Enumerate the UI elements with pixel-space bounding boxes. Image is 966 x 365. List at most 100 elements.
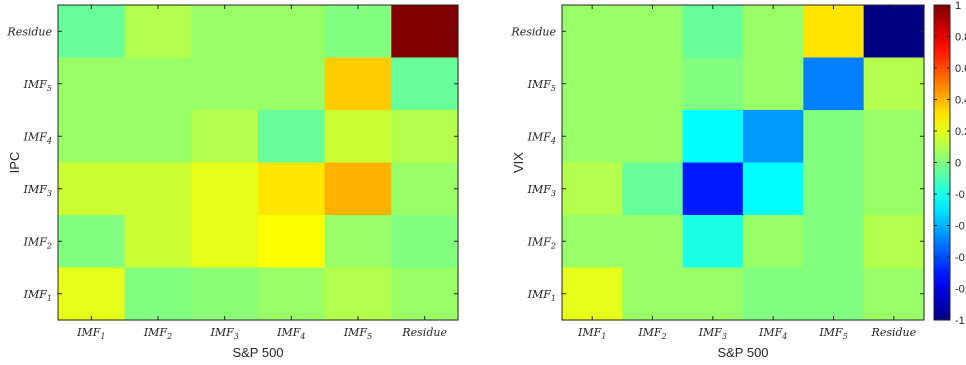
colorbar-tick-label: 1 [955,0,961,12]
colorbar-tick-label: -1 [955,315,965,327]
x-axis-label: S&P 500 [232,345,283,360]
heatmap-cell [324,110,392,164]
heatmap-cell [803,57,865,111]
heatmap-cell [803,162,865,216]
heatmap-cell [562,267,623,321]
heatmap-cell [863,57,925,111]
colorbar-tick-label: 0.4 [955,95,966,107]
heatmap-cell [562,5,623,59]
heatmap-cell [191,110,259,164]
heatmap-cell [863,162,925,216]
heatmap-cell [682,5,744,59]
colorbar-tick-label: -0.4 [955,221,966,233]
heatmap-cell [622,267,684,321]
x-tick-label: Residue [401,326,447,339]
heatmap-cell [58,267,126,321]
x-tick-label: IMF4 [758,326,787,341]
heatmap-cell [562,110,623,164]
heatmap-cell [391,110,459,164]
heatmap-cell [803,267,865,321]
heatmap-cell [324,267,392,321]
y-axis-label: IPC [7,152,22,174]
heatmap-cell [863,267,925,321]
y-tick-label: IMF1 [527,288,556,303]
heatmap-cell [622,110,684,164]
heatmap-cell [324,5,392,59]
heatmap-cell [682,57,744,111]
heatmap-cell [258,5,326,59]
heatmap-cell [391,215,459,269]
x-tick-label: IMF5 [818,326,847,341]
heatmap-cell [803,215,865,269]
heatmap-cell [124,57,192,111]
colorbar-tick-label: 0 [955,158,961,170]
x-tick-label: IMF1 [577,326,606,341]
heatmap-cell [622,162,684,216]
heatmap-cell [124,162,192,216]
heatmap-cell [258,57,326,111]
y-tick-label: IMF4 [527,130,556,145]
heatmap-cell [58,5,126,59]
y-tick-label: IMF5 [527,78,556,93]
heatmap-cell [863,215,925,269]
heatmap-cell [391,162,459,216]
y-tick-label: IMF2 [23,235,52,250]
heatmap-cell [258,267,326,321]
x-tick-label: IMF2 [143,326,172,341]
heatmap-cell [324,162,392,216]
colorbar-tick-label: 0.6 [955,63,966,75]
heatmap-cell [124,267,192,321]
heatmap-cell [622,215,684,269]
colorbar-tick-label: 0.2 [955,126,966,138]
heatmap-cell [58,215,126,269]
heatmap-panel-1: S&P 500 IPC [7,4,459,360]
y-tick-label: IMF5 [23,78,52,93]
heatmap-cell [562,162,623,216]
heatmap-cell [743,5,804,59]
heatmap-cell [191,162,259,216]
heatmap-cell [124,110,192,164]
heatmap-cell [324,215,392,269]
heatmap-cell [622,5,684,59]
x-axis-label: S&P 500 [717,345,768,360]
heatmap-cell [682,162,744,216]
y-tick-label: IMF4 [23,130,52,145]
y-axis-label: VIX [511,152,526,173]
x-tick-label: Residue [871,326,917,339]
heatmap-cell [391,57,459,111]
y-tick-label: IMF1 [23,288,52,303]
plot-frame [57,4,459,321]
x-tick-label: IMF5 [343,326,372,341]
x-tick-label: IMF4 [276,326,305,341]
heatmap-cell [803,110,865,164]
y-tick-label: IMF3 [23,183,52,198]
heatmap-cell [682,215,744,269]
heatmap-cell [863,5,925,59]
heatmap-cell [124,215,192,269]
colorbar: 1 0.8 0.6 0.4 0.2 0 -0.2 -0.4 -0.6 -0.8 -1 [933,0,966,327]
heatmap-panel-2: S&P 500 VIX [511,4,925,360]
heatmap-cell [191,5,259,59]
colorbar-tick-label: -0.2 [955,189,966,201]
heatmap-cell [124,5,192,59]
heatmap-cell [562,57,623,111]
x-tick-label: IMF2 [637,326,666,341]
y-tick-label: Residue [6,25,52,38]
heatmap-cell [258,162,326,216]
heatmap-cell [743,215,804,269]
colorbar-tick-label: -0.6 [955,252,966,264]
heatmap-cell [391,267,459,321]
heatmap-cell [863,110,925,164]
colorbar-gradient [934,5,950,320]
heatmap-cell [258,215,326,269]
y-tick-label: IMF3 [527,183,556,198]
heatmap-cell [191,267,259,321]
heatmap-cell [58,57,126,111]
y-tick-label: IMF2 [527,235,556,250]
heatmap-cell [58,162,126,216]
heatmap-cell [58,110,126,164]
plot-frame [561,4,925,321]
heatmap-cell [391,5,459,59]
y-tick-label: Residue [510,25,556,38]
colorbar-tick-label: 0.8 [955,32,966,44]
